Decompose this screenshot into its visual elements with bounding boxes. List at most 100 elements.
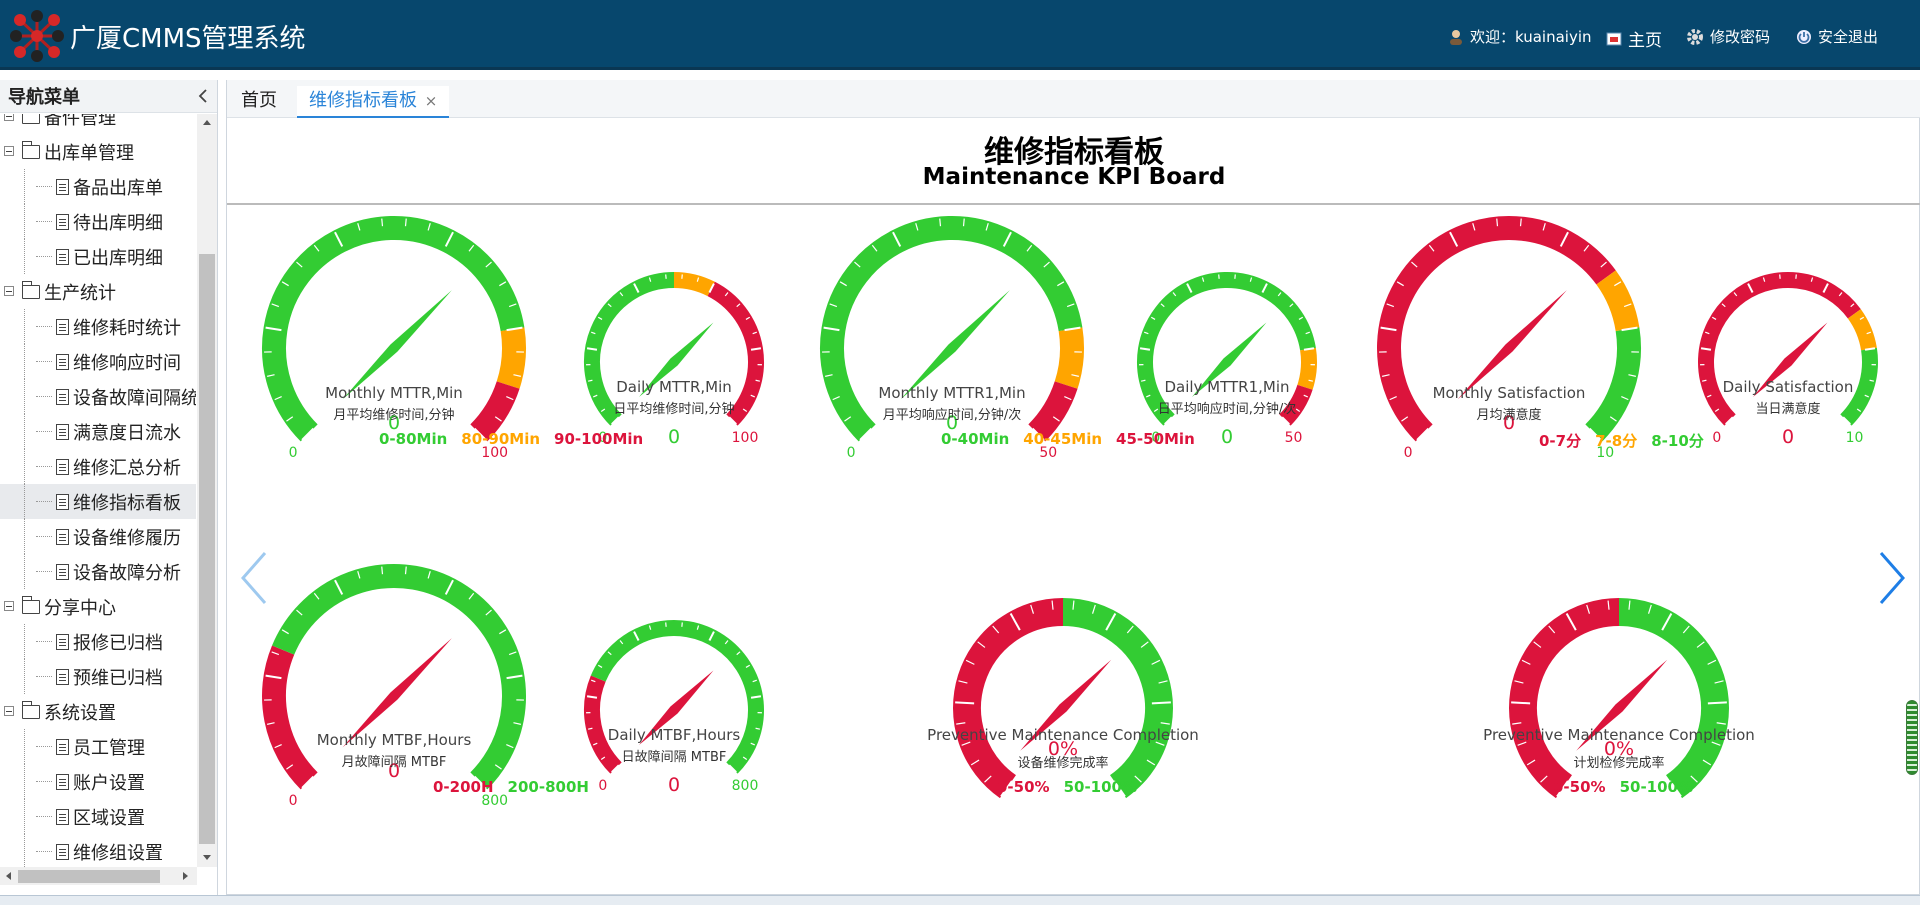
sidebar-hscroll-thumb[interactable] — [18, 870, 160, 883]
welcome-user[interactable]: 欢迎：kuainaiyin — [1448, 26, 1592, 47]
nav-item[interactable]: 报修已归档 — [0, 624, 196, 659]
collapse-toggle-icon[interactable] — [4, 706, 14, 716]
nav-folder[interactable]: 生产统计 — [0, 274, 196, 309]
gauge-value: 0 — [1502, 412, 1516, 434]
tree-guide — [24, 729, 25, 764]
gauge-tick — [1158, 680, 1168, 684]
nav-item[interactable]: 已出库明细 — [0, 239, 196, 274]
gauge-tick — [1381, 374, 1390, 377]
nav-folder[interactable]: 系统设置 — [0, 694, 196, 729]
gauge-tick — [745, 664, 751, 668]
nav-item[interactable]: 账户设置 — [0, 764, 196, 799]
tree-guide — [36, 781, 52, 782]
tab-kpi-board[interactable]: 维修指标看板 × — [297, 86, 450, 118]
nav-item-label: 设备故障分析 — [73, 562, 181, 584]
collapse-toggle-icon[interactable] — [4, 146, 14, 156]
nav-item[interactable]: 区域设置 — [0, 799, 196, 834]
logout-link[interactable]: 安全退出 — [1796, 26, 1878, 47]
gauge-tick — [468, 592, 475, 600]
gauge-tick — [1449, 231, 1459, 247]
sidebar-scroll-thumb[interactable] — [199, 254, 215, 844]
gauge-tick — [955, 701, 975, 705]
gauge-tick — [274, 396, 282, 401]
gauge-tick — [750, 742, 756, 746]
nav-item-label: 维修耗时统计 — [73, 317, 181, 339]
nav-item-label: 预维已归档 — [73, 667, 163, 689]
gauge-needle — [1191, 322, 1267, 398]
tree-guide — [36, 501, 52, 502]
gauge-tick — [1091, 604, 1096, 614]
document-icon — [56, 458, 69, 475]
gauge-min-label: 0 — [288, 793, 298, 810]
gauge-tick — [956, 722, 966, 725]
nav-item[interactable]: 维修指标看板 — [0, 484, 196, 519]
home-link[interactable]: 主页 — [1606, 26, 1662, 51]
collapse-icon[interactable] — [197, 89, 209, 103]
gauge-tick — [286, 416, 294, 422]
change-password-link[interactable]: 修改密码 — [1686, 26, 1770, 47]
nav-item-label: 区域设置 — [73, 807, 145, 829]
collapse-toggle-icon[interactable] — [4, 601, 14, 611]
carousel-prev-icon[interactable] — [239, 550, 269, 606]
gauge-subtitle: 日平均响应时间,分钟/次 — [1157, 402, 1297, 417]
gauge-tick — [1002, 231, 1012, 247]
gauge-tick — [1160, 303, 1165, 308]
tree-guide — [36, 676, 52, 677]
nav-item[interactable]: 维修组设置 — [0, 834, 196, 867]
gauge-tick — [745, 316, 751, 320]
tree-guide — [36, 536, 52, 537]
gauge-tick — [1614, 281, 1622, 287]
sidebar-vertical-scrollbar[interactable] — [197, 114, 217, 867]
gauge-tick — [271, 303, 280, 308]
nav-item[interactable]: 维修响应时间 — [0, 344, 196, 379]
gauge-tick — [708, 631, 715, 641]
gauge-monthly-mtbf — [262, 564, 526, 790]
nav-item[interactable]: 设备维修履历 — [0, 519, 196, 554]
gauge-tick — [1126, 625, 1134, 634]
nav-item[interactable]: 备品出库单 — [0, 169, 196, 204]
nav-item[interactable]: 维修汇总分析 — [0, 449, 196, 484]
scroll-up-icon[interactable] — [202, 118, 212, 126]
gauge-band — [1618, 598, 1729, 799]
gauge-tick — [1621, 326, 1638, 332]
gauge-tick — [281, 281, 289, 287]
nav-item[interactable]: 满意度日流水 — [0, 414, 196, 449]
gauge-tick — [1533, 641, 1542, 648]
gauge-tick — [1565, 613, 1577, 631]
gauge-tick — [1866, 331, 1872, 335]
nav-item[interactable]: 预维已归档 — [0, 659, 196, 694]
gauge-tick — [1714, 408, 1720, 412]
gauge-legend: 0-50% 50-100% — [997, 778, 1151, 796]
gauge-tick — [587, 727, 593, 730]
gauge-value: 0 — [387, 412, 401, 434]
collapse-toggle-icon[interactable] — [4, 286, 14, 296]
nav-item[interactable]: 设备故障分析 — [0, 554, 196, 589]
page-scroll-indicator[interactable] — [1906, 700, 1918, 775]
gauge-tick — [696, 277, 700, 282]
tab-close-icon[interactable]: × — [424, 92, 438, 110]
nav-tree: 备件管理 出库单管理 备品出库单 待出库明细 已出库明细 生产统计维修耗时统计维修响应时间… — [0, 114, 196, 867]
scroll-left-icon[interactable] — [4, 871, 12, 881]
gauge-title: Monthly MTTR,Min — [325, 384, 463, 402]
gauge-band — [262, 645, 318, 790]
nav-item[interactable]: 维修耗时统计 — [0, 309, 196, 344]
tree-guide — [36, 431, 52, 432]
gauge-tick — [755, 727, 761, 730]
gauge-tick — [755, 379, 761, 382]
nav-item[interactable]: 待出库明细 — [0, 204, 196, 239]
gauge-tick — [274, 744, 282, 749]
tab-home[interactable]: 首页 — [241, 90, 277, 111]
document-icon — [56, 178, 69, 195]
gauge-tick — [1155, 741, 1165, 746]
scroll-right-icon[interactable] — [182, 871, 190, 881]
nav-folder[interactable]: 备件管理 — [0, 114, 196, 134]
sidebar-horizontal-scrollbar[interactable] — [0, 867, 197, 885]
nav-item[interactable]: 设备故障间隔统 — [0, 379, 196, 414]
collapse-toggle-icon[interactable] — [4, 114, 14, 121]
nav-item[interactable]: 员工管理 — [0, 729, 196, 764]
nav-folder[interactable]: 分享中心 — [0, 589, 196, 624]
legend-item: 45-50Min — [1116, 430, 1195, 448]
carousel-next-icon[interactable] — [1877, 550, 1907, 606]
scroll-down-icon[interactable] — [202, 854, 212, 862]
nav-folder[interactable]: 出库单管理 — [0, 134, 196, 169]
